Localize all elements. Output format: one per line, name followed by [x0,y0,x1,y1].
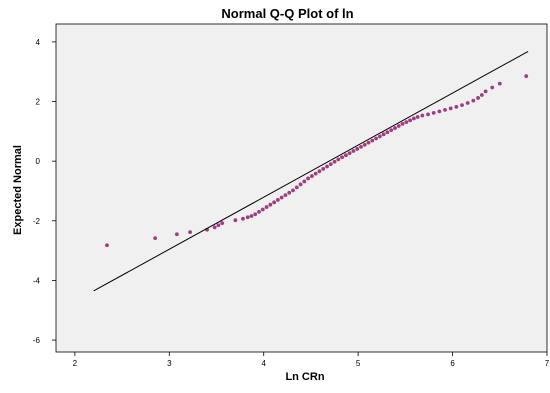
x-tick-label: 7 [545,359,550,368]
data-point [321,167,326,171]
data-point [340,155,345,160]
data-point [343,153,348,158]
data-point [253,212,258,217]
data-point [497,81,502,86]
data-point [328,162,333,167]
data-point [264,205,269,209]
x-tick-label: 5 [356,359,361,368]
data-point [404,120,409,125]
data-point [249,214,254,218]
data-point [220,221,225,226]
data-point [268,202,273,207]
data-point [287,190,292,195]
data-point [153,236,158,240]
data-point [260,207,265,212]
data-point [241,216,245,221]
x-axis: 2 3 4 5 6 7 [73,352,550,368]
y-tick-label: 2 [36,98,41,107]
data-point [483,89,488,94]
data-point [245,215,250,220]
data-point [347,151,352,156]
reference-line [93,50,529,292]
data-point [370,138,375,143]
data-point [524,74,529,79]
data-point [400,121,405,126]
data-point [325,164,329,169]
data-point [366,140,371,145]
data-point [362,142,367,147]
data-point [317,169,322,174]
data-point [188,230,192,235]
data-point [389,128,394,133]
y-tick-label: -2 [33,217,41,226]
data-point [479,93,484,97]
data-point [212,225,217,230]
data-point [283,193,288,198]
data-point [298,182,303,187]
data-point [309,174,314,178]
data-point [490,85,495,90]
data-point [233,218,238,223]
data-point [385,130,390,135]
data-point [476,96,480,100]
y-tick-label: 4 [36,38,41,47]
data-point [272,200,277,205]
data-point [448,106,453,111]
data-point [460,103,464,108]
data-point [306,176,311,181]
data-point [443,107,447,112]
data-point [431,110,436,115]
y-tick-label: 0 [36,157,41,166]
plot-area [55,23,548,353]
data-point [381,132,386,137]
data-point [377,134,382,139]
data-point [294,185,299,190]
y-tick-label: -6 [33,336,41,345]
data-point [302,179,307,184]
data-point [105,243,109,248]
x-tick-label: 6 [450,359,455,368]
data-point [279,195,284,200]
data-points [105,74,529,248]
data-point [396,124,401,128]
x-tick-label: 3 [167,359,172,368]
data-point [313,171,318,176]
x-tick-label: 2 [73,359,78,368]
data-point [174,232,179,237]
data-point [275,198,280,202]
data-point [336,157,341,162]
x-axis-label: Ln CRn [285,371,325,383]
data-point [471,98,476,103]
y-axis: -6 -4 -2 0 2 4 [33,38,56,345]
data-point [374,136,378,141]
data-point [408,118,412,123]
data-point [415,115,420,119]
data-point [454,104,459,109]
data-point [411,116,416,121]
x-tick-label: 4 [262,359,267,368]
data-point [216,223,221,228]
data-point [359,144,363,149]
chart-title: Normal Q-Q Plot of ln [221,6,354,21]
data-point [351,149,356,153]
data-point [393,126,397,130]
data-point [426,112,430,117]
data-point [291,188,295,193]
y-tick-label: -4 [33,276,41,285]
data-point [465,101,470,105]
data-point [332,159,337,164]
data-point [355,147,360,151]
data-point [437,109,442,114]
data-point [420,113,425,118]
data-point [257,209,261,214]
